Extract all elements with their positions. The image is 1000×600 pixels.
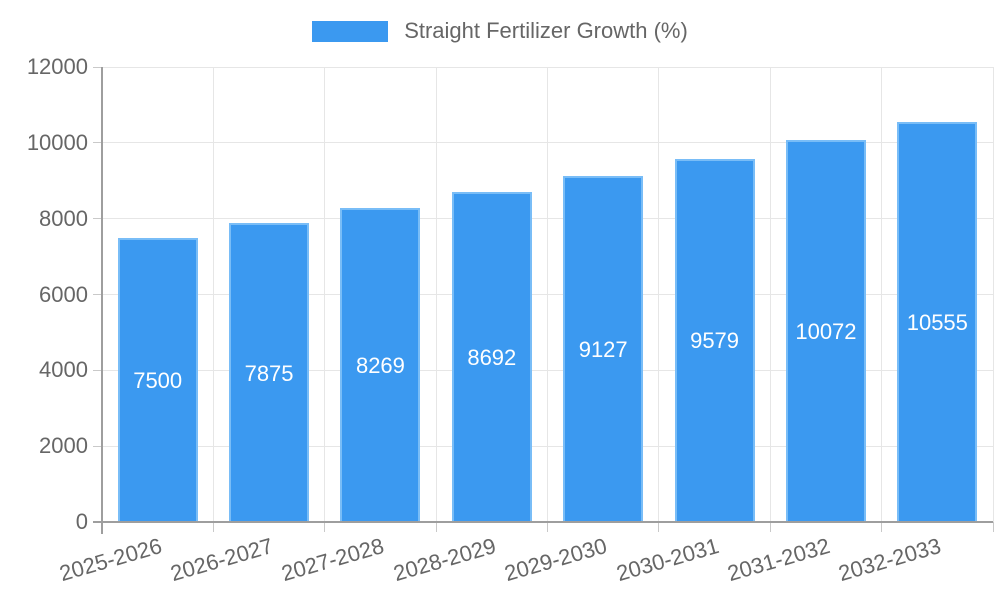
x-gridline bbox=[881, 67, 883, 522]
y-axis-tick-label: 12000 bbox=[26, 54, 88, 79]
legend-swatch bbox=[312, 20, 389, 42]
bar[interactable]: 8692 bbox=[451, 192, 532, 522]
y-axis-tick-label: 10000 bbox=[26, 129, 88, 155]
x-tick-mark bbox=[881, 522, 883, 532]
y-tick-mark bbox=[93, 218, 102, 220]
y-tick-mark bbox=[93, 66, 102, 68]
x-gridline bbox=[769, 67, 771, 522]
y-axis-tick-label: 2000 bbox=[39, 433, 88, 459]
bar-value-label: 8269 bbox=[355, 353, 405, 379]
y-tick-mark bbox=[93, 369, 102, 371]
bar-value-label: 10555 bbox=[906, 309, 968, 335]
bar-value-label: 9579 bbox=[690, 328, 740, 354]
bar-value-label: 9127 bbox=[578, 336, 628, 362]
x-axis-line bbox=[93, 521, 993, 523]
bar[interactable]: 8269 bbox=[340, 208, 421, 522]
x-gridline bbox=[435, 67, 437, 522]
bar[interactable]: 7875 bbox=[229, 223, 310, 522]
y-axis-tick-label: 8000 bbox=[39, 205, 88, 231]
x-gridline bbox=[324, 67, 326, 522]
x-tick-mark bbox=[769, 522, 771, 532]
x-gridline bbox=[658, 67, 660, 522]
x-tick-mark bbox=[212, 522, 214, 532]
x-gridline bbox=[212, 67, 214, 522]
bar[interactable]: 7500 bbox=[117, 237, 198, 522]
y-tick-mark bbox=[93, 294, 102, 295]
x-tick-mark bbox=[992, 522, 994, 532]
x-tick-mark bbox=[658, 522, 660, 532]
bar-value-label: 10072 bbox=[795, 319, 857, 345]
x-tick-mark bbox=[324, 522, 326, 532]
bar[interactable]: 9579 bbox=[674, 158, 755, 522]
bar-value-label: 7500 bbox=[133, 367, 183, 393]
y-axis-tick-label: 4000 bbox=[39, 357, 88, 383]
y-tick-mark bbox=[93, 445, 102, 447]
bar[interactable]: 9127 bbox=[563, 175, 644, 522]
x-tick-mark bbox=[547, 522, 548, 532]
bar-value-label: 8692 bbox=[467, 345, 517, 371]
bar-value-label: 7875 bbox=[244, 360, 294, 386]
legend[interactable]: Straight Fertilizer Growth (%) bbox=[0, 18, 1000, 44]
bar[interactable]: 10072 bbox=[785, 140, 866, 522]
y-axis-tick-label: 6000 bbox=[39, 281, 88, 307]
legend-label: Straight Fertilizer Growth (%) bbox=[404, 18, 688, 43]
y-axis-tick-label: 0 bbox=[75, 509, 88, 534]
bar[interactable]: 10555 bbox=[897, 121, 978, 522]
y-tick-mark bbox=[93, 142, 102, 144]
x-gridline bbox=[992, 67, 994, 522]
x-gridline bbox=[547, 67, 548, 522]
x-tick-mark bbox=[435, 522, 437, 532]
y-axis-line bbox=[101, 67, 103, 534]
